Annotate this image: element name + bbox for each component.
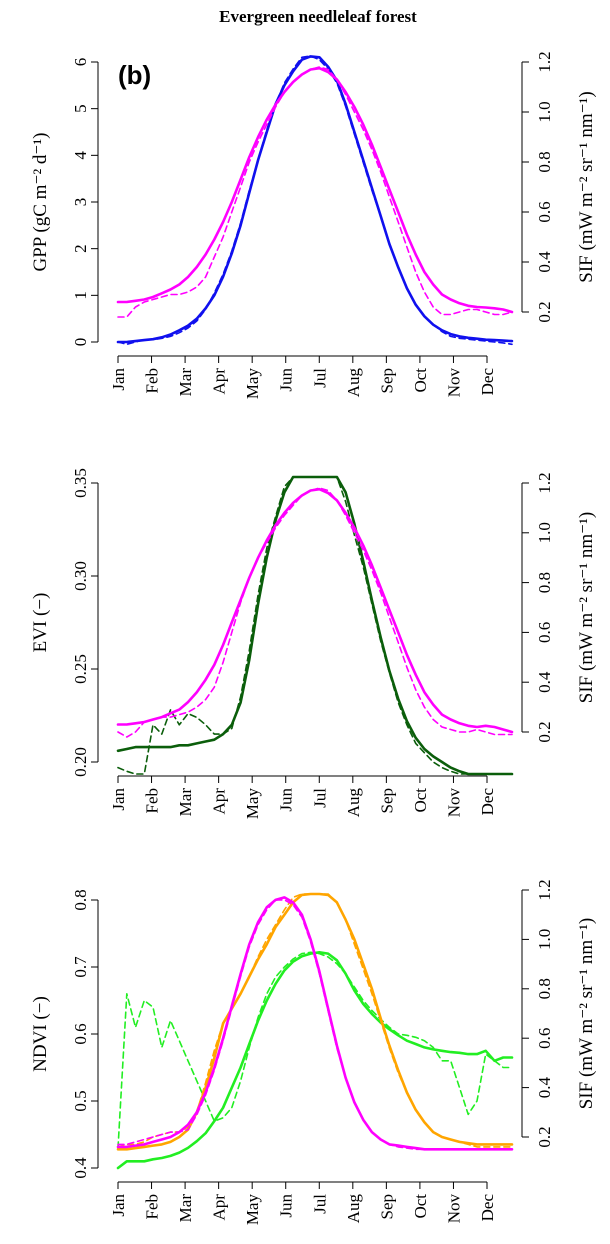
series-line-ndvi-solid	[116, 950, 514, 1170]
series-line-sif-dashed	[117, 66, 513, 318]
right-tick-label: 1.0	[535, 522, 554, 543]
month-tick-label: Feb	[143, 368, 162, 394]
figure-title: Evergreen needleleaf forest	[219, 7, 417, 26]
month-tick-label: Jul	[310, 788, 329, 808]
left-tick-label: 6	[71, 58, 90, 67]
right-axis-title: SIF (mW m⁻² sr⁻¹ nm⁻¹)	[576, 91, 597, 282]
left-tick-label: 0.5	[71, 1090, 90, 1111]
series-line-sif-solid	[116, 896, 514, 1151]
left-axis-title: NDVI (−)	[30, 996, 51, 1072]
right-tick-label: 1.2	[535, 51, 554, 72]
month-tick-label: Aug	[344, 1194, 363, 1224]
left-tick-label: 2	[71, 244, 90, 253]
left-axis-title: GPP (gC m⁻² d⁻¹)	[30, 133, 51, 272]
month-tick-label: Sep	[377, 368, 396, 394]
left-tick-label: 0.25	[71, 654, 90, 684]
left-tick-label: 0.7	[71, 956, 90, 978]
series-line-sif-dashed	[117, 487, 513, 738]
right-axis-title: SIF (mW m⁻² sr⁻¹ nm⁻¹)	[576, 512, 597, 703]
month-tick-label: Oct	[411, 788, 430, 813]
left-tick-label: 0.8	[71, 889, 90, 910]
series-line-sif-solid	[116, 66, 514, 314]
chart-panels: 0 1 2 3 4 5 6 GPP (gC m⁻² d⁻¹) 0.2 0.4 0.6 0.8 1.0 1.…	[30, 51, 597, 1225]
left-tick-label: 3	[71, 198, 90, 207]
right-tick-label: 1.2	[535, 472, 554, 493]
right-tick-label: 0.6	[535, 1028, 554, 1049]
right-tick-label: 0.2	[535, 301, 554, 322]
month-tick-label: May	[243, 368, 262, 400]
left-tick-label: 0.20	[71, 747, 90, 777]
right-tick-label: 0.2	[535, 721, 554, 742]
left-axis-title: EVI (−)	[30, 593, 51, 653]
month-tick-label: Nov	[444, 788, 463, 818]
month-tick-label: Mar	[176, 788, 195, 817]
right-tick-label: 0.6	[535, 622, 554, 643]
month-tick-label: Jan	[109, 368, 128, 391]
month-tick-label: Oct	[411, 1194, 430, 1219]
series-line-sif-solid	[116, 487, 514, 734]
right-tick-label: 1.0	[535, 929, 554, 950]
month-tick-label: Jul	[310, 368, 329, 388]
left-tick-label: 0.4	[71, 1157, 90, 1179]
left-tick-label: 0.35	[71, 468, 90, 498]
series-line-sif-dashed	[117, 899, 513, 1151]
month-tick-label: Aug	[344, 368, 363, 398]
month-tick-label: May	[243, 1194, 262, 1226]
left-tick-label: 1	[71, 291, 90, 300]
month-tick-label: May	[243, 788, 262, 820]
right-tick-label: 0.4	[535, 1076, 554, 1098]
month-tick-label: Jul	[310, 1194, 329, 1214]
right-tick-label: 1.0	[535, 101, 554, 122]
month-tick-label: Oct	[411, 368, 430, 393]
chart-panel-1: 0 1 2 3 4 5 6 GPP (gC m⁻² d⁻¹) 0.2 0.4 0.6 0.8 1.0 1.…	[30, 51, 597, 399]
month-tick-label: Mar	[176, 368, 195, 397]
month-tick-label: Aug	[344, 788, 363, 818]
left-tick-label: 5	[71, 104, 90, 113]
month-tick-label: Jun	[277, 788, 296, 812]
left-tick-label: 0.30	[71, 561, 90, 591]
right-tick-label: 0.6	[535, 201, 554, 222]
right-tick-label: 0.8	[535, 978, 554, 999]
month-tick-label: Feb	[143, 788, 162, 814]
right-tick-label: 0.4	[535, 671, 554, 693]
series-line-ndvi-dashed	[117, 951, 513, 1149]
month-tick-label: Dec	[478, 1194, 497, 1222]
left-tick-label: 0	[71, 338, 90, 347]
right-tick-label: 1.2	[535, 879, 554, 900]
month-tick-label: Dec	[478, 368, 497, 396]
right-tick-label: 0.8	[535, 151, 554, 172]
month-tick-label: Apr	[210, 1194, 229, 1221]
series-line-ndvi2-dashed	[117, 893, 513, 1148]
right-tick-label: 0.8	[535, 572, 554, 593]
month-tick-label: Apr	[210, 368, 229, 395]
month-tick-label: Apr	[210, 788, 229, 815]
month-tick-label: Nov	[444, 368, 463, 398]
series-line-gpp-solid	[116, 55, 514, 344]
right-tick-label: 0.4	[535, 251, 554, 273]
month-tick-label: Jan	[109, 1194, 128, 1217]
month-tick-label: Mar	[176, 1194, 195, 1223]
chart-panel-3: 0.4 0.5 0.6 0.7 0.8 NDVI (−) 0.2 0.4 0.6 0.8 1.0 1.…	[30, 879, 597, 1225]
right-axis-title: SIF (mW m⁻² sr⁻¹ nm⁻¹)	[576, 918, 597, 1109]
month-tick-label: Sep	[377, 788, 396, 814]
panel-tag: (b)	[118, 60, 151, 90]
month-tick-label: Jun	[277, 368, 296, 392]
month-tick-label: Feb	[143, 1194, 162, 1220]
right-tick-label: 0.2	[535, 1126, 554, 1147]
series-line-evi-dashed	[117, 476, 513, 775]
month-tick-label: Nov	[444, 1194, 463, 1224]
month-tick-label: Sep	[377, 1194, 396, 1220]
chart-panel-2: 0.20 0.25 0.30 0.35 EVI (−) 0.2 0.4 0.6 0.8 1.0 1.…	[30, 468, 597, 819]
left-tick-label: 0.6	[71, 1023, 90, 1044]
month-tick-label: Jun	[277, 1194, 296, 1218]
left-tick-label: 4	[71, 151, 90, 160]
series-line-gpp-dashed	[117, 55, 513, 346]
month-tick-label: Dec	[478, 788, 497, 816]
series-line-ndvi2-solid	[116, 892, 514, 1151]
month-tick-label: Jan	[109, 788, 128, 811]
